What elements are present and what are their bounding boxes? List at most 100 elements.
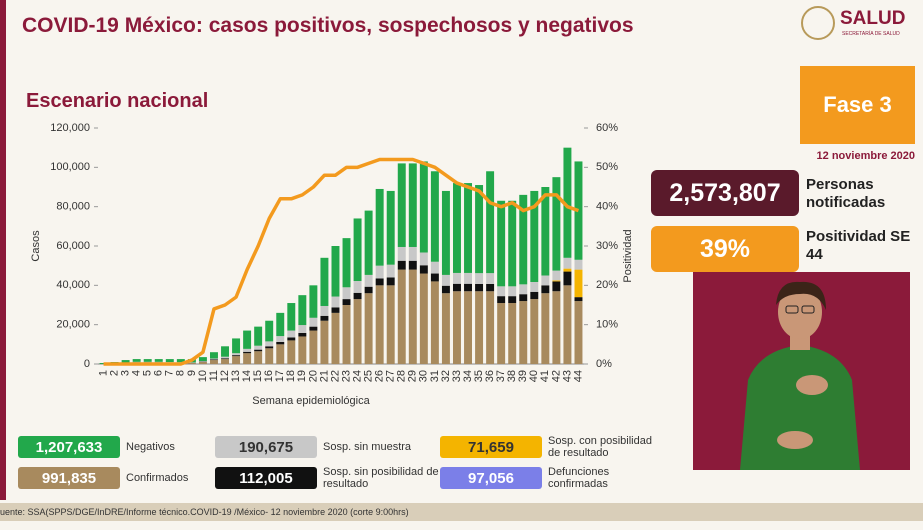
bar-segment — [574, 297, 583, 302]
legend-label: Sosp. con posibilidad de resultado — [548, 435, 652, 459]
bar-segment — [165, 359, 174, 363]
bar-segment — [154, 359, 163, 362]
bar-segment — [519, 194, 528, 285]
bar-segment — [176, 359, 185, 363]
bar-segment — [210, 359, 218, 361]
bar-segment — [342, 238, 351, 288]
x-tick-label: 27 — [385, 370, 397, 382]
x-tick-label: 9 — [186, 370, 198, 376]
y-tick-label: 120,000 — [50, 122, 90, 134]
legend-label: Sosp. sin muestra — [323, 441, 412, 453]
bar-segment — [475, 273, 484, 284]
bar-segment — [541, 275, 550, 286]
x-tick-label: 40 — [528, 370, 540, 382]
notified-count: 2,573,807 — [651, 170, 799, 216]
bar-segment — [198, 361, 207, 362]
bar-segment — [574, 259, 583, 270]
interpreter — [693, 272, 910, 470]
y2-tick-label: 20% — [596, 279, 618, 291]
x-tick-label: 10 — [197, 370, 209, 382]
x-tick-label: 20 — [307, 370, 319, 382]
phase-badge: Fase 3 — [800, 66, 915, 144]
bar-segment — [364, 274, 373, 287]
x-tick-label: 24 — [351, 370, 363, 382]
x-tick-label: 13 — [230, 370, 242, 382]
bar-segment — [464, 283, 472, 292]
y2-tick-label: 30% — [596, 240, 618, 252]
bar-segment — [552, 281, 561, 292]
bar-segment — [408, 246, 417, 261]
bar-segment — [320, 315, 329, 321]
bar-segment — [464, 272, 472, 284]
bar-segment — [386, 285, 395, 364]
bar-segment — [375, 278, 384, 286]
bar-segment — [309, 285, 318, 318]
bar-segment — [464, 291, 472, 364]
subtitle: Escenario nacional — [26, 90, 209, 112]
bar-segment — [232, 356, 241, 364]
x-tick-label: 28 — [396, 370, 408, 382]
logo-emblem — [801, 6, 835, 40]
bar-segment — [552, 177, 561, 271]
bar-segment — [265, 348, 274, 364]
logo: SALUD — [840, 8, 906, 29]
bar-segment — [243, 330, 252, 349]
bar-segment — [563, 285, 572, 364]
x-tick-label: 26 — [374, 370, 386, 382]
bar-segment — [198, 362, 207, 364]
bar-segment — [386, 190, 395, 265]
y-tick-label: 100,000 — [50, 161, 90, 173]
x-tick-label: 29 — [407, 370, 419, 382]
bar-segment — [353, 218, 362, 282]
y-tick-label: 80,000 — [56, 201, 90, 213]
bar-segment — [563, 268, 572, 272]
x-tick-label: 23 — [340, 370, 352, 382]
positivity-label: Positividad SE 44 — [806, 228, 911, 263]
bar-segment — [342, 287, 351, 300]
bar-segment — [243, 348, 252, 352]
bar-segment — [375, 188, 384, 266]
bar-segment — [441, 293, 450, 364]
y2-tick-label: 50% — [596, 161, 618, 173]
bar-segment — [497, 200, 506, 287]
bar-segment — [519, 301, 528, 364]
bar-segment — [475, 283, 484, 292]
bar-segment — [464, 183, 472, 273]
x-tick-label: 8 — [175, 370, 187, 376]
legend-total: 71,659 — [440, 436, 542, 458]
x-tick-label: 33 — [451, 370, 463, 382]
bar-segment — [408, 260, 417, 270]
bar-segment — [419, 273, 428, 364]
x-tick-label: 18 — [285, 370, 297, 382]
bar-segment — [453, 272, 461, 284]
bar-segment — [375, 285, 384, 364]
bar-segment — [320, 257, 329, 306]
bar-segment — [132, 359, 141, 362]
bar-segment — [143, 359, 152, 362]
bar-segment — [397, 163, 406, 247]
legend-label: Negativos — [126, 441, 175, 453]
bar-segment — [364, 286, 373, 294]
y-tick-label: 40,000 — [56, 279, 90, 291]
bar-segment — [563, 147, 572, 258]
positivity-line — [103, 157, 580, 366]
bar-segment — [276, 312, 285, 337]
bar-segment — [287, 340, 296, 364]
bar-segment — [232, 353, 241, 356]
bar-segment — [254, 326, 263, 346]
positivity-value: 39% — [651, 226, 799, 272]
bar-segment — [232, 355, 241, 357]
bar-segment — [287, 330, 296, 338]
bar-segment — [508, 286, 517, 297]
bar-segment — [232, 338, 241, 354]
bar-segment — [320, 305, 329, 316]
bar-segment — [375, 265, 384, 279]
bar-segment — [530, 281, 539, 292]
bar-segment — [408, 269, 417, 364]
bar-segment — [541, 285, 550, 294]
bar-segment — [453, 291, 461, 364]
bar-segment — [276, 344, 285, 364]
bar-segment — [221, 346, 229, 357]
bar-segment — [475, 291, 484, 364]
